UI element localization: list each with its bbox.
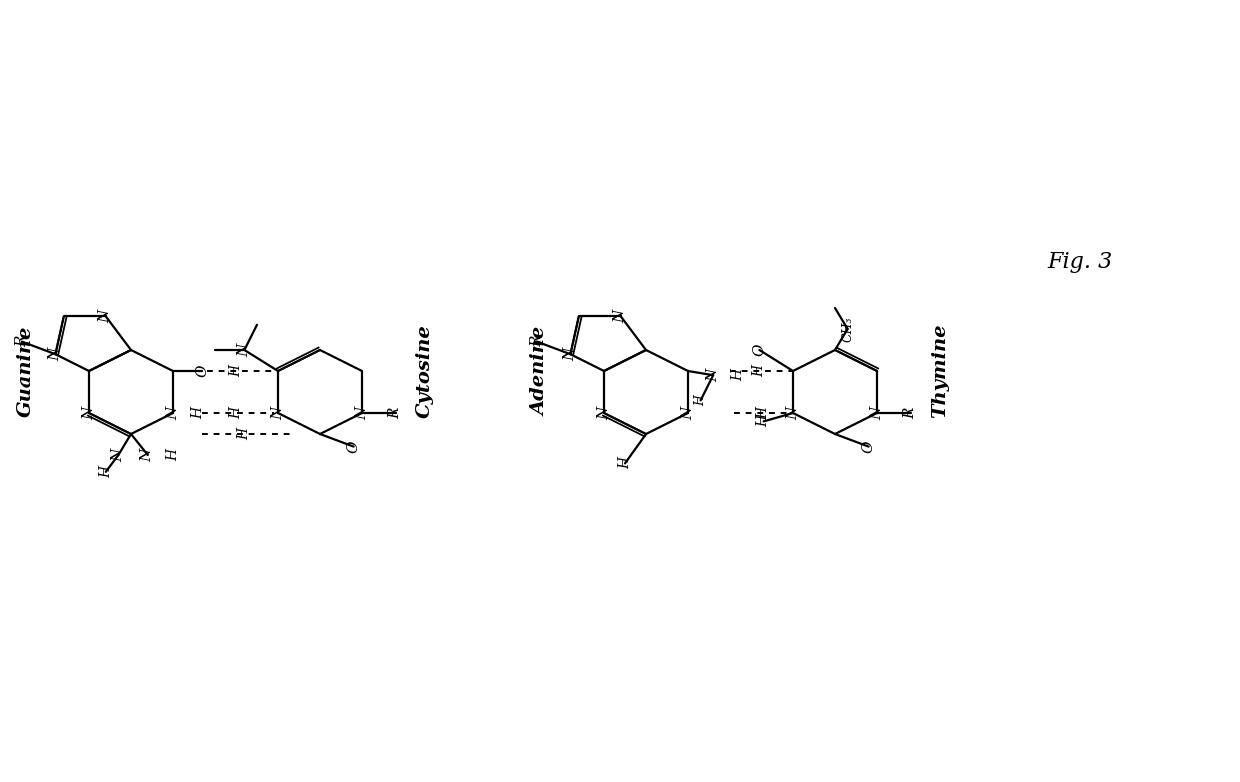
- Text: H: H: [229, 365, 243, 377]
- Text: Guanine: Guanine: [17, 325, 35, 417]
- Text: H: H: [756, 407, 770, 419]
- Text: R: R: [15, 335, 29, 347]
- Text: H: H: [753, 365, 766, 377]
- Text: N: N: [707, 368, 720, 382]
- Text: N: N: [272, 407, 285, 420]
- Text: H: H: [229, 407, 243, 419]
- Text: N: N: [355, 407, 370, 420]
- Text: N: N: [166, 407, 180, 420]
- Text: N: N: [141, 448, 155, 461]
- Text: H: H: [191, 407, 205, 419]
- Text: H: H: [756, 415, 770, 428]
- Text: N: N: [596, 407, 611, 420]
- Text: N: N: [786, 407, 800, 420]
- Text: H: H: [237, 428, 252, 440]
- Text: CH₃: CH₃: [841, 316, 854, 342]
- Text: N: N: [99, 310, 113, 323]
- Text: O: O: [753, 344, 766, 357]
- Text: N: N: [870, 407, 884, 420]
- Text: H: H: [618, 457, 632, 469]
- Text: O: O: [862, 440, 875, 453]
- Text: N: N: [82, 407, 95, 420]
- Text: Thymine: Thymine: [931, 324, 949, 418]
- Text: H: H: [694, 395, 707, 406]
- Text: Cytosine: Cytosine: [415, 324, 434, 418]
- Text: N: N: [112, 448, 125, 461]
- Text: N: N: [563, 347, 578, 361]
- Text: N: N: [681, 407, 694, 420]
- Text: Fig. 3: Fig. 3: [1048, 251, 1112, 273]
- Text: R: R: [904, 407, 918, 418]
- Text: O: O: [196, 364, 210, 377]
- Text: H: H: [99, 466, 113, 478]
- Text: N: N: [48, 347, 62, 361]
- Text: R: R: [388, 407, 403, 418]
- Text: N: N: [237, 343, 252, 357]
- Text: R: R: [529, 335, 544, 347]
- Text: H: H: [166, 449, 180, 461]
- Text: O: O: [347, 440, 361, 453]
- Text: H: H: [732, 369, 745, 382]
- Text: Adenine: Adenine: [532, 326, 551, 415]
- Text: N: N: [614, 310, 627, 323]
